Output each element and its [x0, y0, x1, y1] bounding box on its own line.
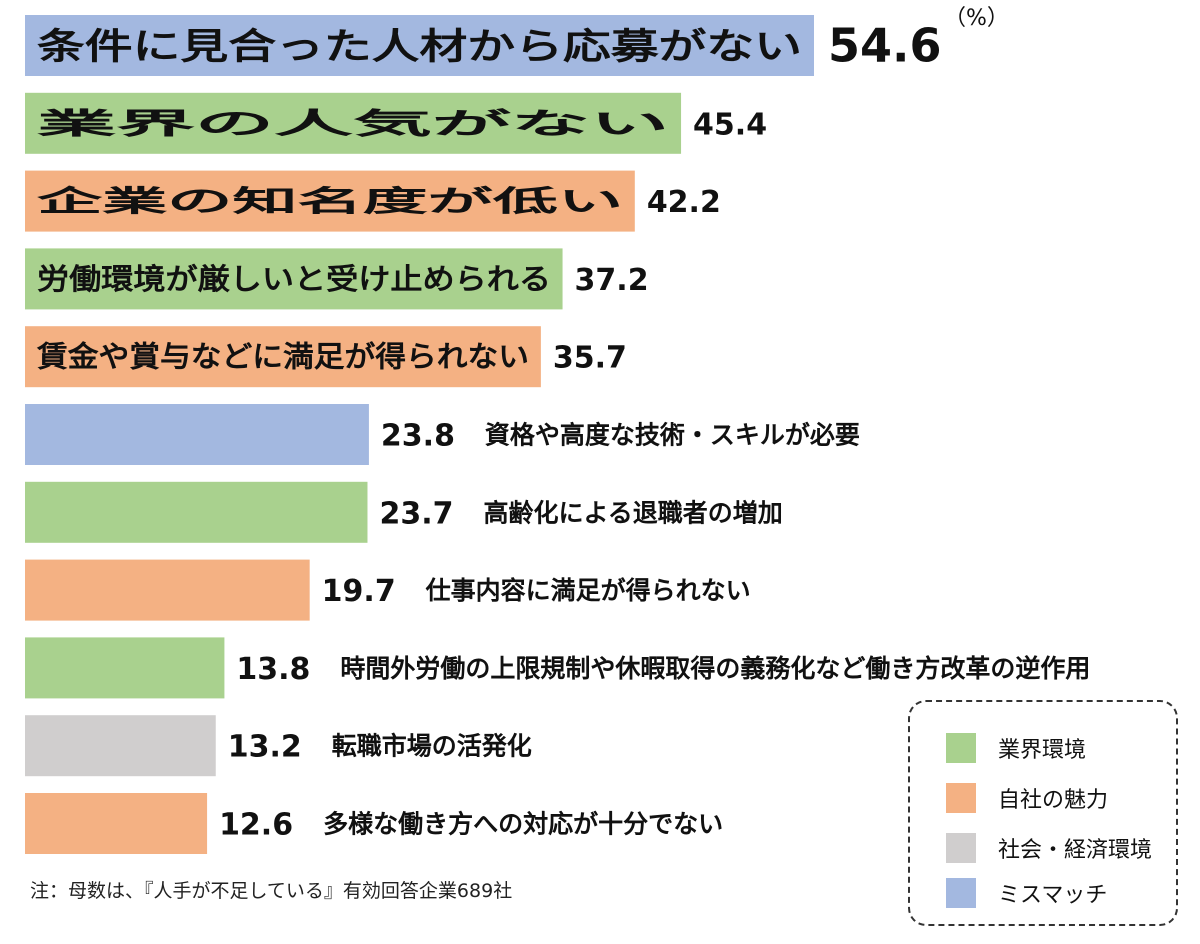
value-label-7: 19.7	[322, 574, 396, 609]
bar-3	[25, 248, 563, 310]
value-label-8: 13.8	[236, 652, 310, 687]
value-label-1: 45.4	[693, 107, 767, 142]
footnote: 注：母数は、『人手が不足している』有効回答企業689社	[30, 880, 513, 902]
category-label-5: 資格や高度な技術・スキルが必要	[485, 421, 860, 450]
bar-4	[25, 326, 541, 388]
bar-8	[25, 637, 225, 699]
legend: 業界環境 自社の魅力 社会・経済環境 ミスマッチ	[908, 700, 1178, 926]
category-label-6: 高齢化による退職者の増加	[483, 498, 782, 527]
category-label-9: 転職市場の活発化	[332, 732, 532, 761]
legend-item-industry: 業界環境	[946, 728, 1086, 768]
bar-9	[25, 715, 216, 777]
category-label-4: 賃金や賞与などに満足が得られない	[36, 340, 529, 374]
unit-label: （%）	[944, 6, 1009, 31]
value-label-9: 13.2	[228, 730, 302, 765]
value-label-4: 35.7	[553, 341, 627, 376]
bar-1	[25, 92, 682, 154]
legend-label-social: 社会・経済環境	[998, 838, 1153, 863]
legend-swatch-social	[946, 833, 976, 863]
legend-label-company: 自社の魅力	[998, 788, 1109, 813]
value-label-0: 54.6	[828, 19, 942, 73]
legend-item-mismatch: ミスマッチ	[946, 873, 1107, 913]
legend-swatch-company	[946, 783, 976, 813]
bar-6	[25, 481, 368, 543]
bar-2	[25, 170, 635, 232]
value-label-5: 23.8	[381, 419, 455, 454]
category-label-8: 時間外労働の上限規制や休暇取得の義務化など働き方改革の逆作用	[340, 654, 1090, 683]
category-label-10: 多様な働き方への対応が十分でない	[323, 810, 723, 839]
bar-5	[25, 404, 369, 465]
category-label-1: 業界の人気がない	[37, 106, 669, 140]
legend-item-company: 自社の魅力	[946, 778, 1108, 818]
category-label-0: 条件に見合った人材から応募がない	[37, 27, 802, 68]
category-label-2: 企業の知名度が低い	[37, 184, 623, 218]
legend-item-social: 社会・経済環境	[946, 828, 1152, 868]
legend-label-mismatch: ミスマッチ	[998, 883, 1108, 908]
value-label-3: 37.2	[575, 263, 649, 298]
category-label-7: 仕事内容に満足が得られない	[425, 576, 751, 605]
legend-label-industry: 業界環境	[998, 738, 1087, 763]
value-label-6: 23.7	[379, 496, 453, 531]
bar-10	[25, 793, 208, 854]
bar-7	[25, 559, 310, 621]
value-label-10: 12.6	[219, 808, 293, 843]
category-label-3: 労働環境が厳しいと受け止められる	[37, 262, 551, 296]
bar-0	[25, 15, 814, 76]
value-label-2: 42.2	[647, 185, 721, 220]
legend-swatch-mismatch	[946, 878, 976, 908]
legend-swatch-industry	[946, 733, 976, 763]
